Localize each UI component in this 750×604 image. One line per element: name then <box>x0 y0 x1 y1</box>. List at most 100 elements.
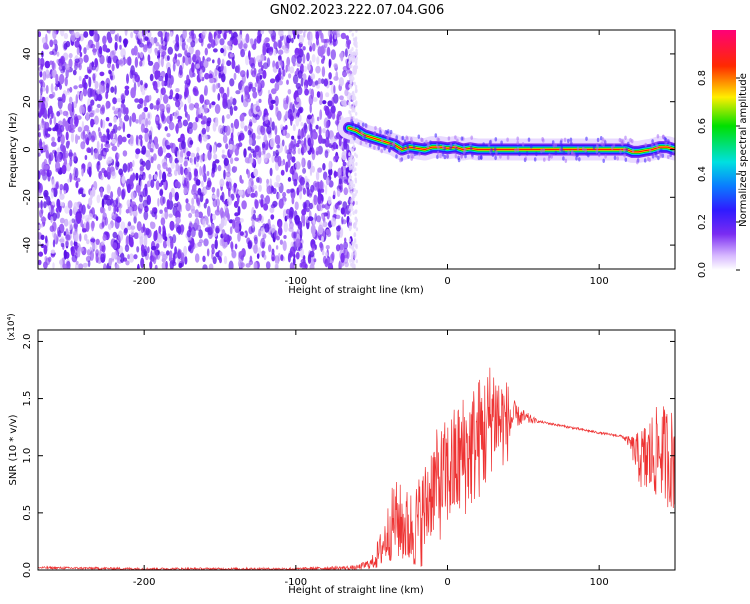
noise-speckle <box>88 213 93 220</box>
noise-speckle <box>211 170 215 178</box>
noise-speckle <box>211 186 216 193</box>
noise-speckle <box>246 186 251 194</box>
noise-speckle <box>333 85 336 94</box>
noise-speckle <box>75 94 79 104</box>
trace-speckle <box>495 150 498 155</box>
noise-speckle <box>324 105 330 116</box>
noise-speckle <box>230 132 234 142</box>
noise-speckle <box>271 248 275 256</box>
noise-speckle <box>291 135 295 140</box>
noise-speckle <box>95 252 99 264</box>
noise-speckle <box>336 188 341 197</box>
noise-speckle <box>157 123 161 131</box>
noise-speckle <box>352 183 356 188</box>
noise-speckle <box>186 38 192 43</box>
noise-speckle <box>343 179 348 184</box>
noise-speckle <box>59 202 65 207</box>
noise-speckle <box>45 144 49 155</box>
noise-speckle <box>255 105 261 113</box>
noise-speckle <box>320 32 324 43</box>
noise-speckle <box>271 256 275 262</box>
noise-speckle <box>162 240 168 249</box>
noise-speckle <box>355 162 358 166</box>
noise-speckle <box>283 235 287 239</box>
noise-speckle <box>303 31 306 38</box>
noise-speckle <box>353 57 356 62</box>
trace-speckle <box>659 153 663 158</box>
noise-speckle <box>184 255 188 265</box>
trace-speckle <box>429 140 432 145</box>
noise-speckle <box>336 225 341 232</box>
noise-speckle <box>199 69 203 80</box>
noise-speckle <box>83 222 87 230</box>
noise-speckle <box>276 144 281 149</box>
noise-speckle <box>130 31 134 39</box>
noise-speckle <box>160 217 166 226</box>
noise-speckle <box>127 162 131 173</box>
noise-speckle <box>320 78 325 84</box>
noise-speckle <box>327 100 333 107</box>
noise-speckle <box>219 207 224 218</box>
noise-speckle <box>118 35 122 43</box>
noise-speckle <box>91 220 95 232</box>
noise-speckle <box>286 56 291 67</box>
noise-speckle <box>80 141 86 150</box>
noise-speckle <box>71 254 78 263</box>
noise-speckle <box>170 31 173 37</box>
trace-speckle <box>602 158 605 163</box>
noise-speckle <box>180 133 185 139</box>
noise-speckle <box>212 122 217 132</box>
noise-speckle <box>192 121 198 131</box>
noise-speckle <box>287 30 293 39</box>
trace-speckle <box>351 133 355 139</box>
trace-speckle <box>567 150 570 155</box>
trace-speckle <box>668 142 672 147</box>
noise-speckle <box>221 115 225 124</box>
noise-speckle <box>69 157 73 167</box>
noise-speckle <box>295 238 301 248</box>
noise-speckle <box>117 107 122 119</box>
noise-speckle <box>88 131 92 141</box>
noise-speckle <box>70 132 75 143</box>
noise-speckle <box>188 212 193 218</box>
noise-speckle <box>88 197 93 206</box>
noise-speckle <box>352 211 355 215</box>
noise-speckle <box>98 84 104 95</box>
noise-speckle <box>226 196 233 206</box>
noise-speckle <box>50 83 54 94</box>
noise-speckle <box>117 141 120 148</box>
noise-speckle <box>157 163 161 171</box>
noise-speckle <box>189 67 195 78</box>
trace-speckle <box>592 145 596 150</box>
noise-speckle <box>274 95 279 107</box>
noise-speckle <box>254 217 260 222</box>
noise-speckle <box>153 37 158 44</box>
noise-speckle <box>86 249 91 256</box>
noise-speckle <box>211 243 215 250</box>
trace-speckle <box>425 139 428 145</box>
noise-speckle <box>108 122 113 127</box>
noise-speckle <box>99 71 105 77</box>
noise-speckle <box>140 244 145 254</box>
noise-speckle <box>231 124 235 135</box>
trace-speckle <box>489 140 492 145</box>
noise-speckle <box>354 221 358 225</box>
noise-speckle <box>38 259 42 266</box>
noise-speckle <box>52 262 55 269</box>
noise-speckle <box>126 133 131 138</box>
noise-speckle <box>249 38 254 45</box>
noise-speckle <box>67 200 73 209</box>
noise-speckle <box>179 150 184 159</box>
trace-speckle <box>361 122 365 127</box>
noise-speckle <box>53 116 57 126</box>
noise-speckle <box>59 193 65 200</box>
trace-speckle <box>471 152 474 157</box>
trace-speckle <box>575 156 578 161</box>
noise-speckle <box>219 251 223 257</box>
trace-speckle <box>469 142 472 147</box>
noise-speckle <box>151 245 157 251</box>
noise-speckle <box>194 253 200 263</box>
noise-speckle <box>262 69 267 79</box>
noise-speckle <box>316 215 322 223</box>
noise-speckle <box>213 48 218 53</box>
